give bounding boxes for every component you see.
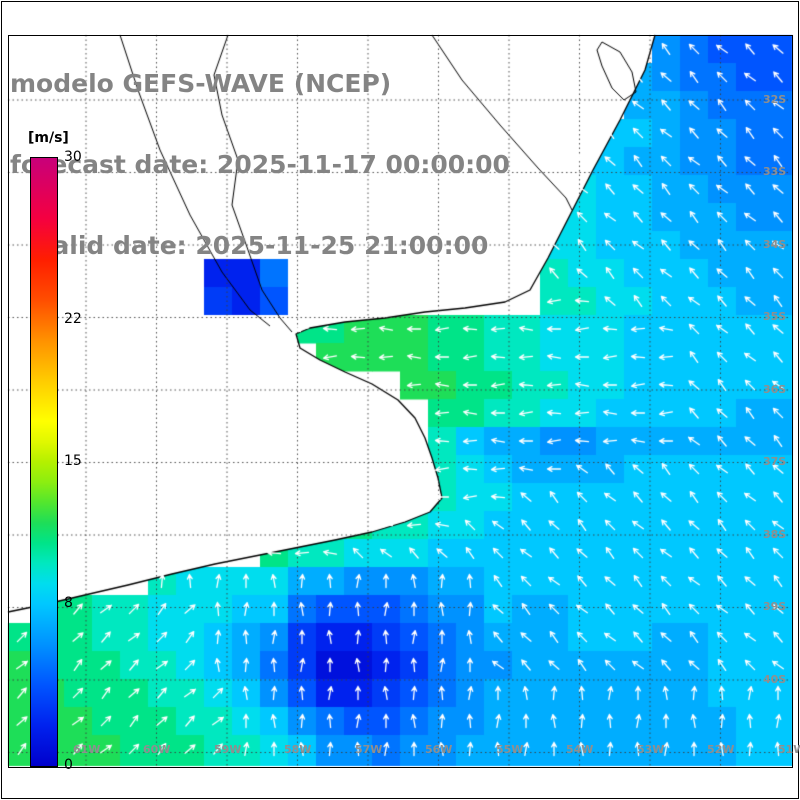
latitude-label: 39S <box>763 600 787 613</box>
colorbar-tick-label: 30 <box>64 149 82 165</box>
latitude-label: 33S <box>763 165 787 178</box>
longitude-label: 61W <box>73 743 101 756</box>
latitude-label: 32S <box>763 93 787 106</box>
longitude-label: 51W <box>778 743 800 756</box>
colorbar-unit-label: [m/s] <box>28 130 69 146</box>
colorbar-tick-label: 15 <box>64 453 82 469</box>
latitude-label: 35S <box>763 310 787 323</box>
longitude-label: 52W <box>707 743 735 756</box>
longitude-label: 57W <box>355 743 383 756</box>
longitude-label: 58W <box>284 743 312 756</box>
latitude-label: 40S <box>763 673 787 686</box>
colorbar-tick-label: 22 <box>64 311 82 327</box>
latitude-label: 36S <box>763 383 787 396</box>
valid-date: valid date: 2025-11-25 21:00:00 <box>10 231 489 260</box>
colorbar-tick-label: 0 <box>64 757 73 773</box>
latitude-label: 38S <box>763 528 787 541</box>
longitude-label: 59W <box>214 743 242 756</box>
forecast-date: forecast date: 2025-11-17 00:00:00 <box>10 150 510 179</box>
longitude-label: 56W <box>425 743 453 756</box>
longitude-label: 54W <box>566 743 594 756</box>
latitude-label: 34S <box>763 238 787 251</box>
latitude-label: 37S <box>763 455 787 468</box>
longitude-label: 55W <box>496 743 524 756</box>
longitude-label: 60W <box>143 743 171 756</box>
model-title: modelo GEFS-WAVE (NCEP) <box>10 69 392 98</box>
title-block: modelo GEFS-WAVE (NCEP) forecast date: 2… <box>10 16 510 313</box>
colorbar-tick-label: 8 <box>64 595 73 611</box>
colorbar-gradient <box>30 157 58 767</box>
longitude-label: 53W <box>637 743 665 756</box>
